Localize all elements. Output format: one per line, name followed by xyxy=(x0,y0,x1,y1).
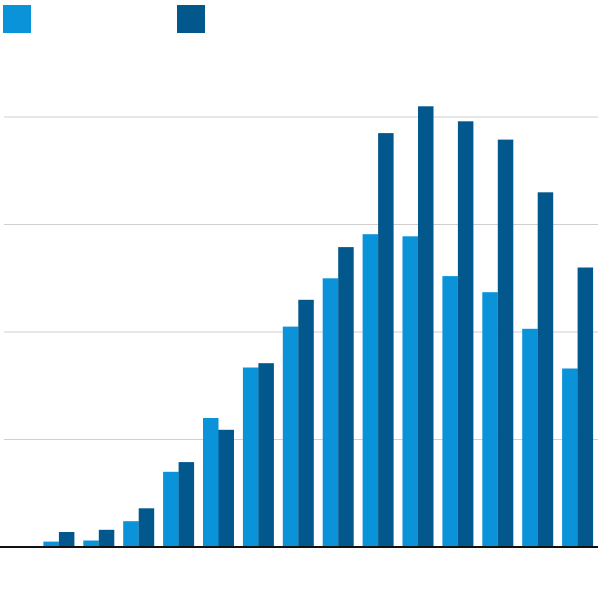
bar-series-2-item-10 xyxy=(378,133,394,547)
bar-series-1-item-7 xyxy=(242,367,259,547)
legend-swatch-series-2 xyxy=(177,5,205,33)
bar-series-1-item-2 xyxy=(43,541,59,547)
bar-series-1-item-14 xyxy=(522,328,538,547)
bar-series-1-item-3 xyxy=(83,540,99,547)
bar-series-2-item-9 xyxy=(338,247,354,547)
bar-series-1-item-5 xyxy=(163,471,179,548)
bar-series-2-item-3 xyxy=(98,529,115,547)
bar-series-1-item-13 xyxy=(482,292,498,547)
bar-series-2-item-7 xyxy=(258,363,274,547)
chart-bars xyxy=(43,106,594,548)
chart-legend xyxy=(3,5,205,33)
bar-series-2-item-12 xyxy=(457,121,474,548)
bar-series-1-item-9 xyxy=(322,278,339,548)
bar-series-1-item-12 xyxy=(442,276,458,547)
bar-series-2-item-15 xyxy=(577,267,594,547)
bar-series-2-item-11 xyxy=(418,106,434,548)
bar-series-1-item-4 xyxy=(123,521,139,547)
bar-series-1-item-11 xyxy=(402,236,418,548)
bar-series-2-item-5 xyxy=(178,462,195,547)
bar-series-2-item-2 xyxy=(58,532,75,547)
bar-series-2-item-14 xyxy=(537,192,554,548)
bar-series-2-item-4 xyxy=(138,508,155,547)
bar-series-1-item-15 xyxy=(562,368,578,547)
bar-series-2-item-6 xyxy=(218,429,234,547)
bar-series-2-item-8 xyxy=(298,299,314,548)
bar-series-1-item-6 xyxy=(203,418,219,547)
bar-series-1-item-10 xyxy=(362,234,379,547)
legend-swatch-series-1 xyxy=(3,5,31,33)
bar-series-2-item-13 xyxy=(497,139,514,547)
bar-series-1-item-8 xyxy=(282,326,299,547)
